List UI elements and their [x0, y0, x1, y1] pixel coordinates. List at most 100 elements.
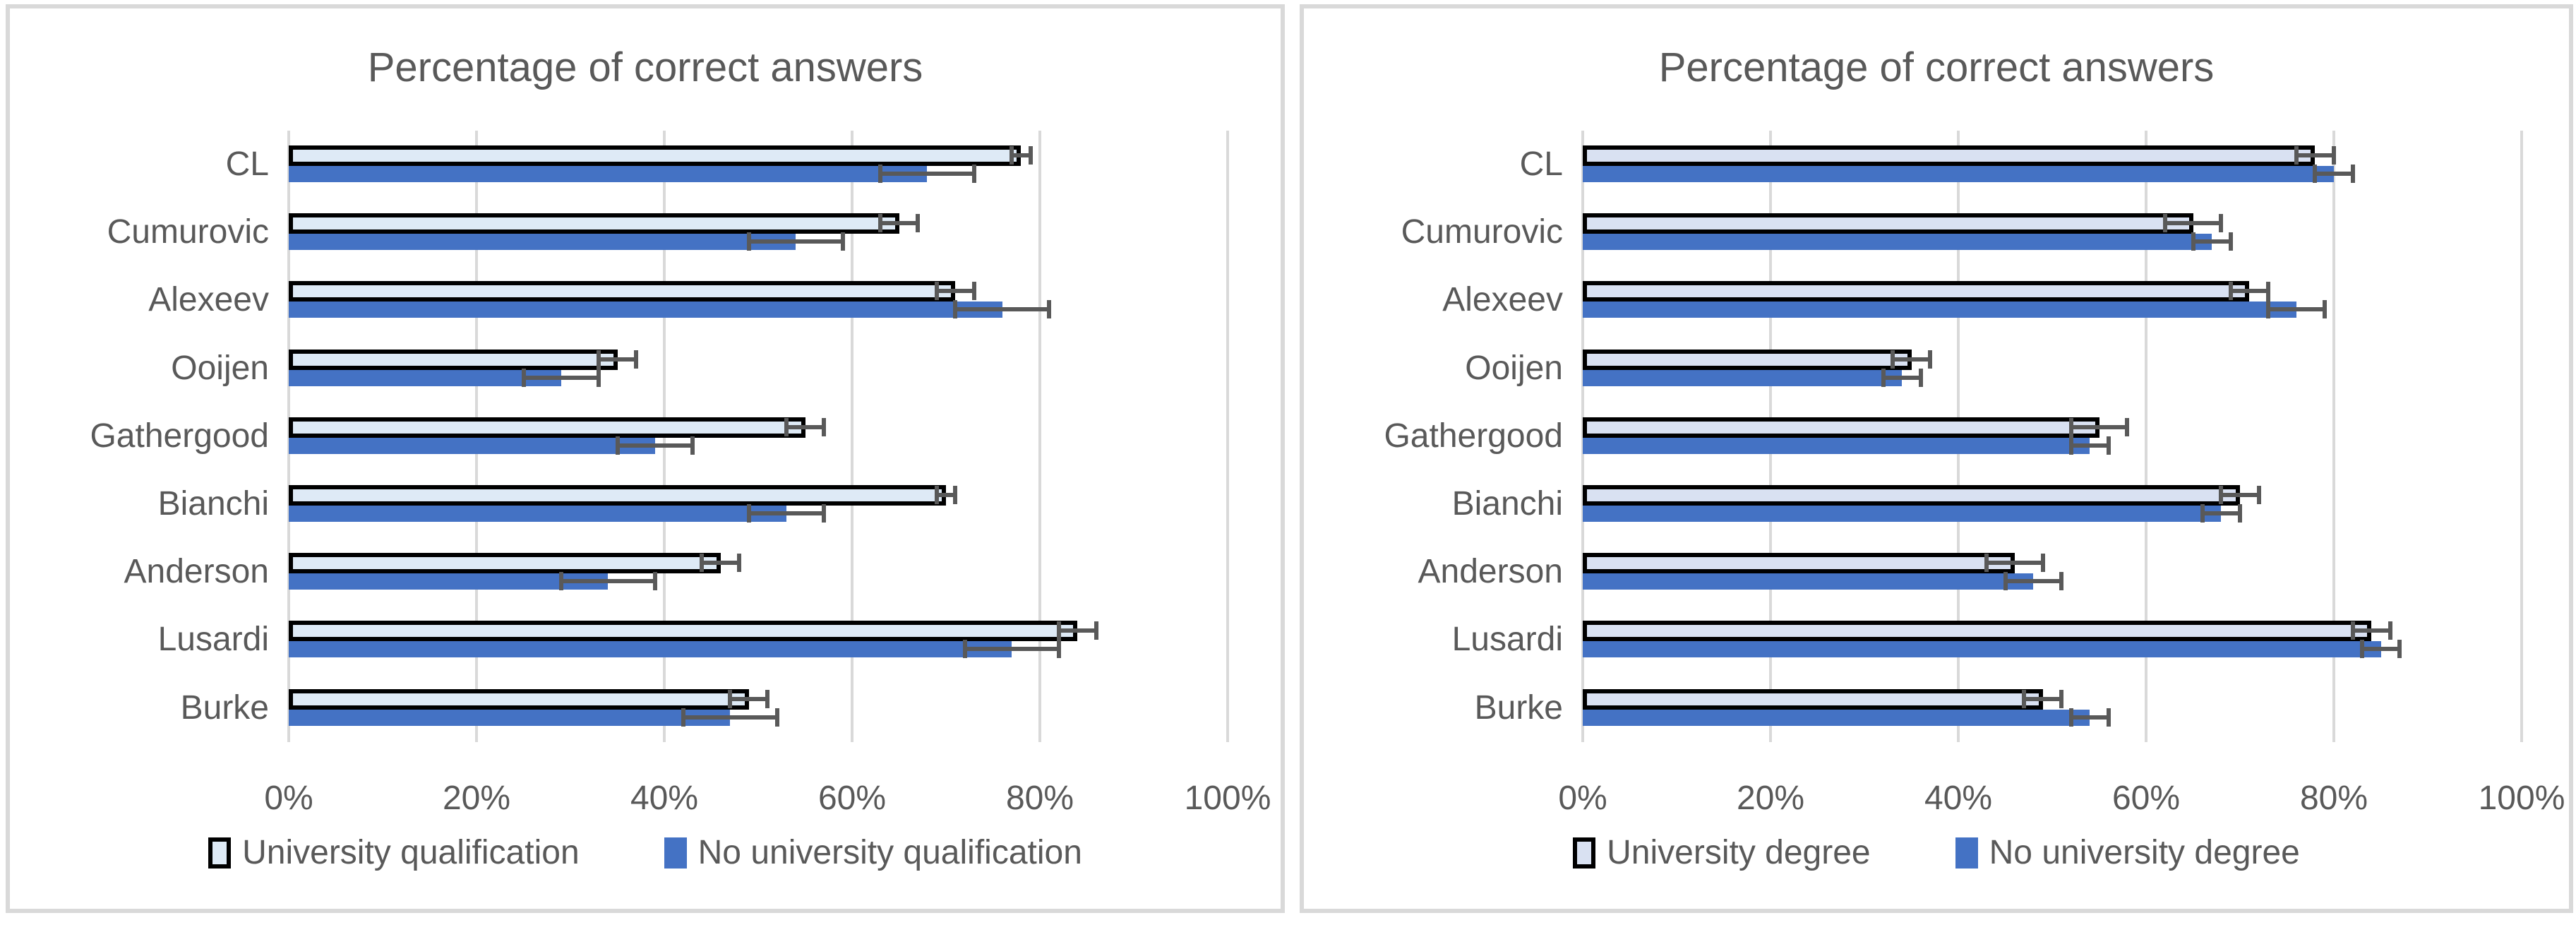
category-label: Lusardi: [1451, 621, 1563, 659]
error-bar-cap: [784, 417, 789, 436]
bar: [1583, 349, 1912, 370]
bar: [289, 553, 721, 574]
error-bar-line: [2024, 696, 2062, 701]
bar: [1583, 621, 2372, 642]
category-label: Cumurovic: [1401, 213, 1563, 251]
bar: [289, 437, 655, 454]
error-bar-cap: [934, 486, 939, 504]
bar: [1583, 437, 2090, 454]
error-bar-cap: [2397, 640, 2402, 659]
error-bar-cap: [840, 232, 845, 251]
bar: [289, 621, 1078, 642]
error-bar-cap: [2359, 640, 2364, 659]
bar: [289, 302, 1002, 318]
chart-title: Percentage of correct answers: [1658, 44, 2215, 90]
error-bar-cap: [962, 640, 967, 659]
error-bar-line: [730, 696, 768, 701]
error-bar-cap: [2068, 708, 2073, 727]
bar: [289, 573, 609, 590]
error-bar-line: [2230, 289, 2268, 294]
bar: [1583, 369, 1903, 386]
error-bar-cap: [2322, 300, 2327, 319]
x-tick-label: 20%: [442, 780, 511, 817]
error-bar-cap: [765, 689, 770, 708]
error-bar-cap: [1056, 621, 1061, 640]
category-label: Anderson: [1418, 553, 1563, 591]
gridline: [2332, 131, 2335, 742]
error-bar-cap: [877, 165, 882, 183]
error-bar-line: [598, 357, 637, 362]
category-label: Gathergood: [90, 417, 269, 455]
error-bar-cap: [2256, 486, 2261, 504]
category-label: Cumurovic: [107, 213, 269, 251]
error-bar-cap: [2106, 708, 2111, 727]
gridline: [2520, 131, 2523, 742]
error-bar-line: [523, 375, 599, 380]
category-label: Ooijen: [1465, 349, 1563, 387]
bar: [1583, 688, 2043, 710]
error-bar-cap: [596, 350, 601, 369]
category-label: Lusardi: [157, 621, 269, 659]
category-label: CL: [1519, 145, 1563, 183]
error-bar-line: [2202, 511, 2240, 515]
error-bar-cap: [652, 572, 657, 591]
error-bar-cap: [822, 417, 827, 436]
error-bar-cap: [596, 368, 601, 387]
error-bar-line: [936, 493, 956, 497]
category-label: Gathergood: [1384, 417, 1563, 455]
error-bar-line: [617, 443, 693, 448]
error-bar-cap: [615, 436, 620, 455]
error-bar-cap: [2106, 436, 2111, 455]
bar: [1583, 506, 2222, 522]
category-label: CL: [225, 145, 269, 183]
error-bar-line: [1892, 357, 1931, 362]
error-bar-cap: [2003, 572, 2008, 591]
error-bar-cap: [558, 572, 563, 591]
error-bar-line: [2221, 493, 2259, 497]
x-tick-label: 0%: [1558, 780, 1607, 817]
bar: [289, 641, 1012, 658]
bar: [289, 688, 749, 710]
gridline: [851, 131, 853, 742]
legend-label: No university degree: [1989, 834, 2300, 871]
error-bar-cap: [2200, 504, 2205, 523]
chart-legend: University qualification No university q…: [10, 833, 1281, 872]
legend-swatch-light-icon: [208, 837, 232, 869]
error-bar-cap: [2238, 504, 2242, 523]
bar: [289, 145, 1022, 166]
error-bar-cap: [700, 554, 705, 573]
category-label: Anderson: [124, 553, 269, 591]
error-bar-cap: [1028, 146, 1033, 165]
error-bar-line: [936, 289, 974, 294]
bar: [289, 485, 946, 506]
error-bar-line: [748, 511, 825, 515]
bar: [1583, 213, 2193, 234]
legend-swatch-light-icon: [1573, 837, 1596, 869]
error-bar-cap: [1010, 146, 1014, 165]
error-bar-cap: [953, 300, 958, 319]
error-bar-cap: [953, 486, 958, 504]
error-bar-cap: [737, 554, 742, 573]
gridline: [2145, 131, 2147, 742]
error-bar-cap: [2022, 689, 2027, 708]
error-bar-cap: [2228, 282, 2233, 301]
error-bar-cap: [2191, 232, 2195, 251]
error-bar-cap: [2219, 214, 2224, 233]
error-bar-line: [2071, 424, 2128, 429]
plot-area: 0% 20% 40% 60% 80% 100% CL Cumurovic Alexeev Ooij…: [1384, 131, 2565, 817]
error-bar-line: [880, 172, 974, 176]
error-bar-line: [2193, 239, 2231, 244]
category-label: Alexeev: [1442, 281, 1563, 319]
bar: [289, 166, 928, 182]
error-bar-cap: [1047, 300, 1052, 319]
error-bar-cap: [2313, 165, 2318, 183]
error-bar-line: [880, 221, 918, 226]
x-tick-label: 20%: [1736, 780, 1805, 817]
legend-item: No university qualification: [664, 833, 1082, 872]
bar: [289, 369, 561, 386]
error-bar-line: [2071, 443, 2109, 448]
x-tick-label: 40%: [630, 780, 699, 817]
bar: [1583, 709, 2090, 726]
error-bar-line: [2164, 221, 2222, 226]
error-bar-cap: [971, 165, 976, 183]
